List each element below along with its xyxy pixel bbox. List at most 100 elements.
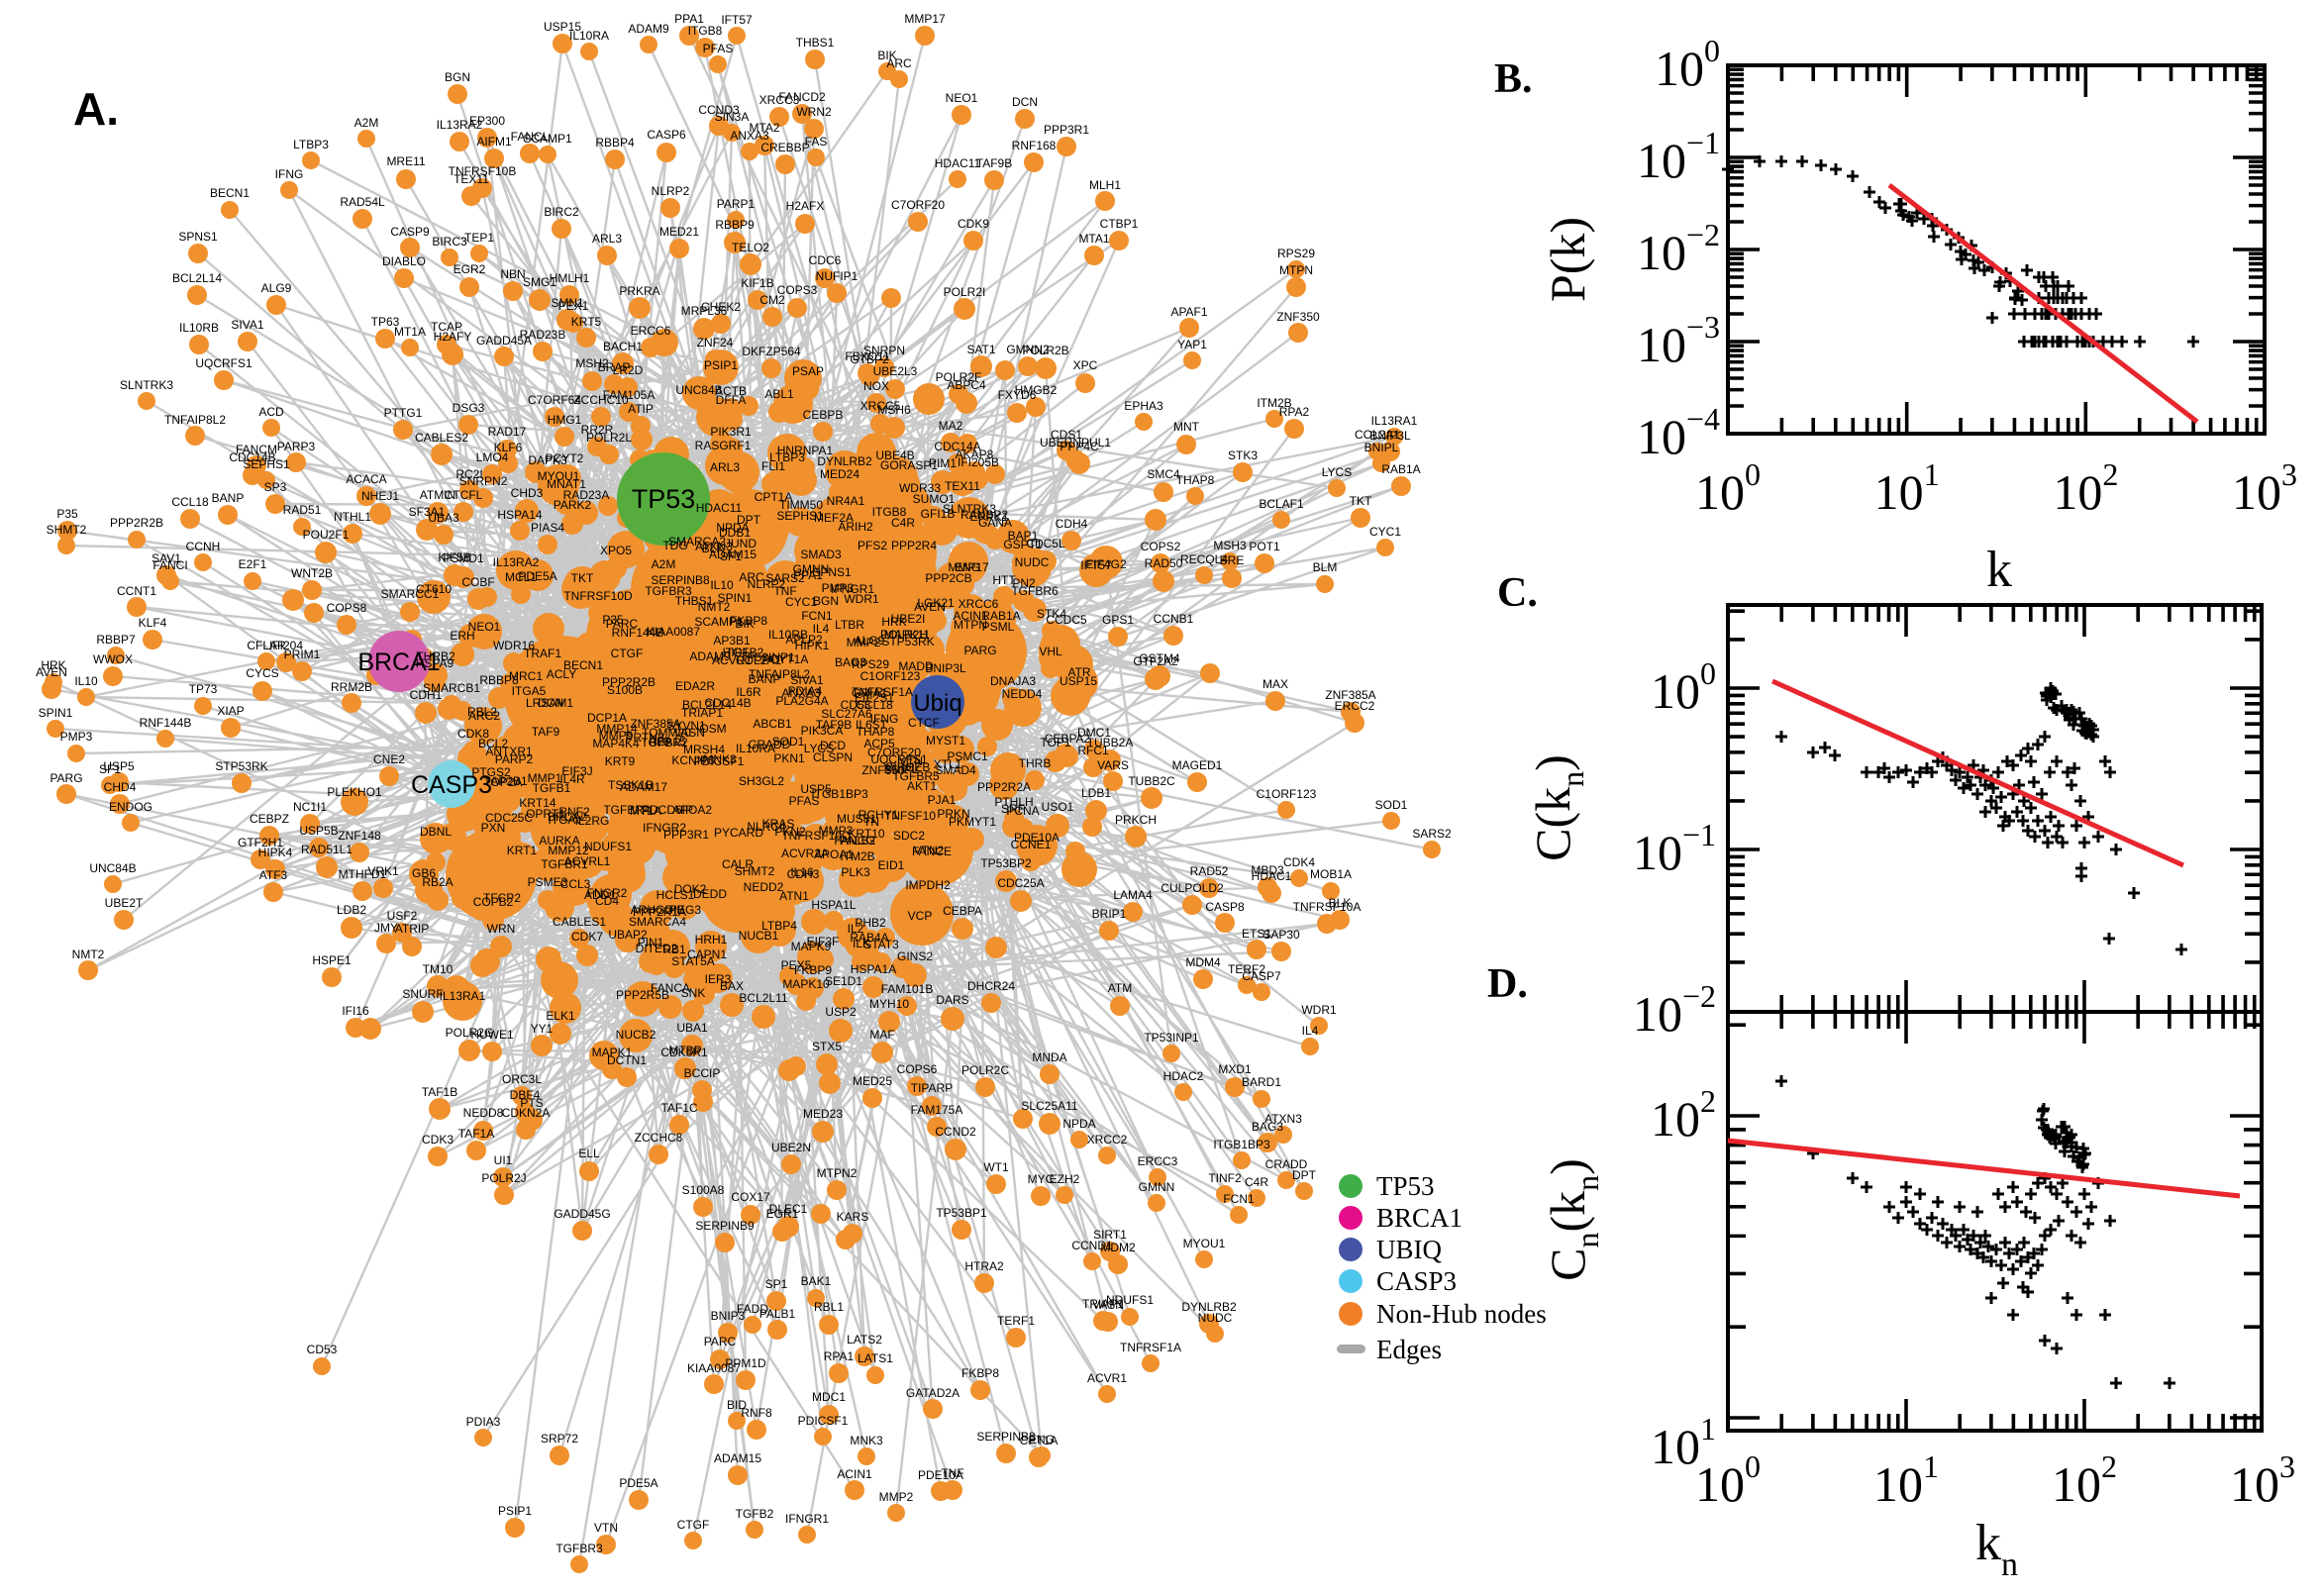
svg-text:RNF144B: RNF144B <box>612 626 664 640</box>
svg-text:AKT1: AKT1 <box>907 779 937 793</box>
svg-text:ATXN3: ATXN3 <box>695 540 733 553</box>
svg-text:MTA1: MTA1 <box>1078 232 1109 246</box>
svg-text:TKT: TKT <box>571 571 594 585</box>
svg-text:XIAP: XIAP <box>217 704 244 718</box>
svg-text:CABLES1: CABLES1 <box>553 915 606 929</box>
svg-text:BANP: BANP <box>749 672 781 686</box>
svg-text:TCAP: TCAP <box>431 320 462 334</box>
svg-text:SMARCA2: SMARCA2 <box>668 535 726 549</box>
svg-text:ZNF24: ZNF24 <box>697 336 734 349</box>
svg-text:PDE10A: PDE10A <box>1014 831 1060 845</box>
svg-text:ATN1: ATN1 <box>779 889 809 903</box>
svg-text:C1ORF123: C1ORF123 <box>860 669 921 683</box>
svg-text:ZCCHC8: ZCCHC8 <box>635 1131 683 1145</box>
svg-text:100: 100 <box>1651 655 1716 719</box>
svg-text:TOMM20: TOMM20 <box>642 726 691 740</box>
svg-text:FAM105A: FAM105A <box>603 388 656 402</box>
svg-text:TNFRSF1A: TNFRSF1A <box>1120 1341 1181 1354</box>
svg-text:ENG: ENG <box>1029 1433 1055 1446</box>
svg-text:TGFBR3: TGFBR3 <box>645 584 692 598</box>
svg-text:LR2D: LR2D <box>613 363 644 377</box>
svg-text:HNRNPA1: HNRNPA1 <box>777 444 834 457</box>
svg-text:TAF1B: TAF1B <box>422 1085 457 1099</box>
svg-text:XTL1: XTL1 <box>934 757 962 771</box>
svg-text:MMP1: MMP1 <box>528 771 562 785</box>
svg-text:RBL1: RBL1 <box>814 1300 844 1314</box>
svg-text:PLEKHO1: PLEKHO1 <box>327 785 382 799</box>
svg-text:ZNF148: ZNF148 <box>338 829 381 843</box>
svg-text:MT1A: MT1A <box>394 325 426 339</box>
svg-text:CRADD: CRADD <box>749 738 791 751</box>
svg-text:SLC25A11: SLC25A11 <box>1021 1099 1077 1113</box>
svg-text:CCND3: CCND3 <box>698 103 740 117</box>
svg-text:CDKN2A: CDKN2A <box>502 1106 551 1120</box>
svg-text:SYVN1: SYVN1 <box>666 719 706 733</box>
svg-text:C4R: C4R <box>1245 1175 1268 1189</box>
svg-text:BRE: BRE <box>1220 553 1245 567</box>
svg-text:KIAA0087: KIAA0087 <box>687 1361 741 1375</box>
svg-text:C7ORF20: C7ORF20 <box>867 746 921 759</box>
svg-text:ARL3: ARL3 <box>592 232 622 246</box>
svg-text:CCNH: CCNH <box>186 540 221 553</box>
svg-text:SMARCC1: SMARCC1 <box>381 587 440 601</box>
svg-text:MRPL36: MRPL36 <box>681 304 728 318</box>
svg-text:BIRC7: BIRC7 <box>885 760 921 774</box>
svg-text:BAG3: BAG3 <box>1252 1120 1283 1134</box>
svg-text:SMARCA4: SMARCA4 <box>629 915 686 929</box>
svg-text:CD53: CD53 <box>841 698 871 712</box>
svg-text:CDK7: CDK7 <box>571 930 603 944</box>
svg-text:PTS: PTS <box>520 1096 543 1110</box>
svg-text:C(kn): C(kn) <box>1525 754 1590 861</box>
svg-text:MTPN: MTPN <box>1279 263 1313 277</box>
svg-text:KARS: KARS <box>837 1210 869 1224</box>
svg-text:UQCRFS1: UQCRFS1 <box>195 356 252 370</box>
svg-text:LTBP3: LTBP3 <box>769 450 805 464</box>
svg-text:FCN1: FCN1 <box>801 609 833 623</box>
svg-text:GB6: GB6 <box>412 866 436 880</box>
svg-text:IL10RB: IL10RB <box>179 321 219 335</box>
svg-text:MCL1: MCL1 <box>505 570 537 584</box>
svg-text:XPC: XPC <box>1073 358 1098 372</box>
svg-text:D.: D. <box>1487 961 1528 1007</box>
svg-text:GORASP1: GORASP1 <box>880 458 938 472</box>
svg-text:E2F1: E2F1 <box>239 557 267 571</box>
svg-text:TP53: TP53 <box>632 484 696 514</box>
svg-text:PRKCH: PRKCH <box>1115 813 1157 827</box>
svg-text:CCL18: CCL18 <box>856 698 893 712</box>
svg-text:TUBB2A: TUBB2A <box>1087 736 1134 749</box>
svg-text:AP2B1: AP2B1 <box>490 774 528 788</box>
svg-text:TIMM50: TIMM50 <box>779 498 823 512</box>
svg-text:ACVRL1: ACVRL1 <box>564 854 611 868</box>
svg-text:DCTN1: DCTN1 <box>607 1053 647 1067</box>
svg-text:BCCIP: BCCIP <box>684 1066 721 1080</box>
svg-text:RFC1: RFC1 <box>1077 744 1109 757</box>
svg-text:USP5B: USP5B <box>299 824 338 838</box>
svg-text:IFI16: IFI16 <box>342 1004 369 1018</box>
svg-text:GTF2H1: GTF2H1 <box>238 836 283 849</box>
svg-text:IFT57: IFT57 <box>721 13 753 27</box>
svg-text:GADD45A: GADD45A <box>476 334 532 348</box>
svg-text:LYCS: LYCS <box>1322 465 1352 479</box>
svg-text:TAF9B: TAF9B <box>816 718 852 732</box>
svg-text:MTPN2: MTPN2 <box>817 1166 858 1180</box>
svg-text:MUS81: MUS81 <box>837 812 876 826</box>
svg-text:P35: P35 <box>602 613 624 627</box>
svg-text:IL6R: IL6R <box>736 685 761 699</box>
svg-text:SARS2: SARS2 <box>1412 827 1452 841</box>
svg-text:TRIAP1: TRIAP1 <box>681 706 723 720</box>
svg-text:CPT1A: CPT1A <box>755 490 793 504</box>
svg-text:RAD52: RAD52 <box>1190 864 1229 878</box>
svg-text:GTF2A2: GTF2A2 <box>1133 654 1178 668</box>
svg-text:UNC84B: UNC84B <box>89 861 136 875</box>
svg-text:BIRC3: BIRC3 <box>432 235 467 249</box>
svg-text:CAPN1: CAPN1 <box>687 948 727 961</box>
svg-text:AURKA: AURKA <box>539 834 579 848</box>
svg-text:PARG: PARG <box>50 771 82 785</box>
svg-text:PPP3R1: PPP3R1 <box>1044 123 1089 137</box>
svg-text:DSG3: DSG3 <box>453 401 485 415</box>
svg-text:ERCC6: ERCC6 <box>631 324 671 338</box>
svg-text:SPNS1: SPNS1 <box>812 565 852 579</box>
svg-text:FANCI: FANCI <box>152 558 187 572</box>
svg-text:CCNB1: CCNB1 <box>1154 612 1194 626</box>
svg-text:FANCA: FANCA <box>651 981 690 995</box>
